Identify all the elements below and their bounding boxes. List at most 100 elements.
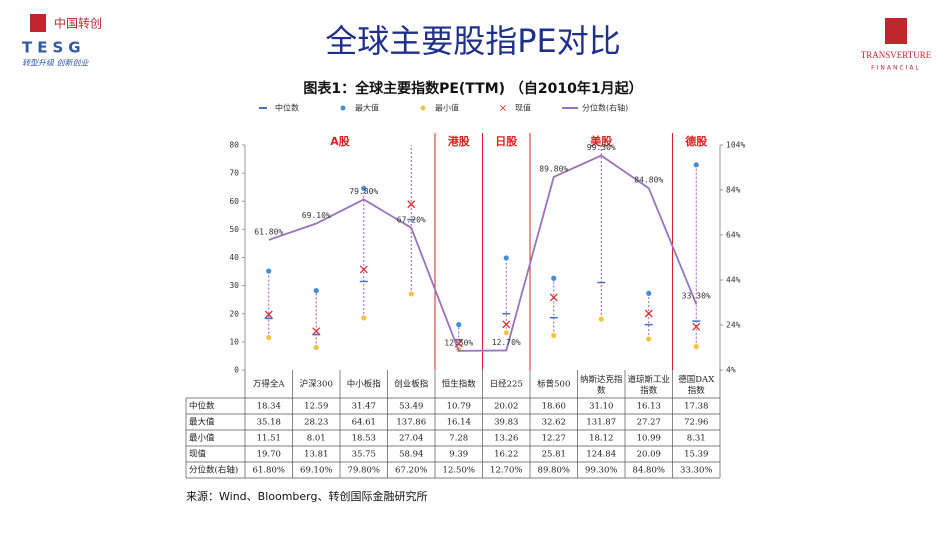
value-dot	[313, 344, 319, 351]
legend-label: 现值	[515, 103, 531, 113]
column-header: 中小板指	[347, 379, 382, 390]
table-cell: 10.79	[447, 402, 471, 412]
slide-title: 全球主要股指PE对比	[325, 22, 621, 60]
y2-tick-label: 44%	[726, 276, 741, 285]
value-dot	[361, 185, 367, 191]
table-cell: 33.30%	[680, 466, 712, 476]
table-cell: 18.34	[257, 402, 281, 412]
current-mark	[264, 310, 273, 319]
logo-crest	[885, 18, 907, 44]
column-header: 万得全A	[253, 379, 286, 390]
data-label: 12.50%	[444, 338, 473, 347]
table-cell: 13.81	[304, 450, 328, 460]
value-dot	[646, 336, 652, 342]
table-cell: 9.39	[449, 450, 468, 460]
value-dot	[503, 330, 509, 336]
data-label: 67.20%	[397, 215, 426, 224]
legend-label: 最小值	[435, 103, 459, 113]
table-cell: 25.81	[542, 450, 566, 460]
y-tick-label: 80	[229, 141, 239, 150]
y-tick-label: 10	[229, 337, 239, 346]
value-dot	[503, 255, 509, 261]
table-cell: 31.10	[589, 402, 613, 412]
data-label: 12.70%	[492, 338, 521, 347]
y-tick-label: 20	[229, 309, 239, 318]
table-cell: 13.26	[494, 434, 518, 444]
table-cell: 64.61	[352, 418, 376, 428]
table-cell: 18.53	[352, 434, 376, 444]
current-mark	[549, 293, 558, 302]
table-cell: 72.96	[684, 418, 708, 428]
table-cell: 18.12	[589, 434, 613, 444]
y-tick-label: 0	[234, 366, 239, 375]
value-dot	[598, 316, 604, 322]
data-label: 33.30%	[682, 292, 711, 301]
legend-swatch	[340, 105, 346, 111]
legend-label: 分位数(右轴)	[582, 103, 628, 113]
value-dot	[551, 275, 557, 281]
current-mark	[359, 265, 368, 274]
y-tick-label: 30	[229, 281, 239, 290]
logo-cn: 中国转创	[54, 16, 102, 31]
data-label: 69.10%	[302, 211, 331, 220]
y2-tick-label: 24%	[726, 321, 741, 330]
column-header: 标普500	[537, 379, 570, 390]
table-cell: 27.04	[399, 434, 423, 444]
value-dot	[599, 0, 604, 2]
table-cell: 35.75	[352, 450, 376, 460]
table-cell: 16.14	[447, 418, 471, 428]
legend-swatch: ×	[499, 103, 507, 114]
table-cell: 17.38	[684, 402, 708, 412]
value-dot	[266, 268, 272, 274]
y2-tick-label: 104%	[726, 141, 745, 150]
group-label: A股	[330, 135, 351, 148]
value-dot	[456, 322, 462, 328]
data-label: 84.80%	[634, 176, 663, 185]
table-cell: 16.22	[494, 450, 518, 460]
chart-title: 图表1：全球主要指数PE(TTM) （自2010年1月起）	[303, 80, 642, 97]
group-label: 港股	[448, 134, 471, 148]
table-cell: 79.80%	[348, 466, 380, 476]
table-cell: 12.50%	[443, 466, 475, 476]
table-cell: 137.86	[396, 418, 426, 428]
table-cell: 28.23	[304, 418, 328, 428]
y-tick-label: 70	[229, 169, 239, 178]
y2-tick-label: 4%	[726, 366, 736, 375]
column-header: 道琼斯工业指数	[627, 374, 670, 396]
y-tick-label: 40	[229, 253, 239, 262]
table-cell: 8.31	[687, 434, 706, 444]
value-dot	[551, 332, 557, 339]
group-label: 日股	[495, 135, 518, 148]
current-mark	[692, 322, 701, 331]
value-dot	[313, 288, 319, 294]
logo-slogan: 转型升级 创新创业	[22, 59, 90, 68]
table-cell: 10.99	[637, 434, 661, 444]
column-header: 德国DAX 指数	[678, 374, 715, 396]
table-cell: 11.51	[257, 434, 281, 444]
row-header: 最大值	[189, 417, 215, 428]
table-cell: 124.84	[586, 450, 616, 460]
table-cell: 58.94	[399, 450, 423, 460]
table-cell: 69.10%	[300, 466, 332, 476]
logo-mark	[30, 14, 46, 32]
table-cell: 12.59	[304, 402, 328, 412]
value-dot	[361, 315, 367, 321]
table-cell: 18.60	[542, 402, 566, 412]
table-cell: 32.62	[542, 418, 566, 428]
value-dot	[693, 162, 699, 168]
percentile-line	[268, 154, 698, 352]
value-dot	[646, 290, 652, 296]
group-label: 美股	[590, 134, 613, 148]
table-cell: 20.02	[494, 402, 518, 412]
column-header: 沪深300	[300, 379, 333, 390]
table-cell: 8.01	[307, 434, 326, 444]
group-label: 德股	[684, 134, 708, 148]
data-label: 61.80%	[254, 227, 283, 236]
table-cell: 27.27	[637, 418, 661, 428]
current-mark	[312, 327, 321, 336]
table-cell: 7.28	[449, 434, 468, 444]
column-header: 纳斯达克指数	[580, 374, 623, 396]
legend-label: 最大值	[355, 103, 379, 113]
row-header: 最小值	[189, 433, 215, 444]
